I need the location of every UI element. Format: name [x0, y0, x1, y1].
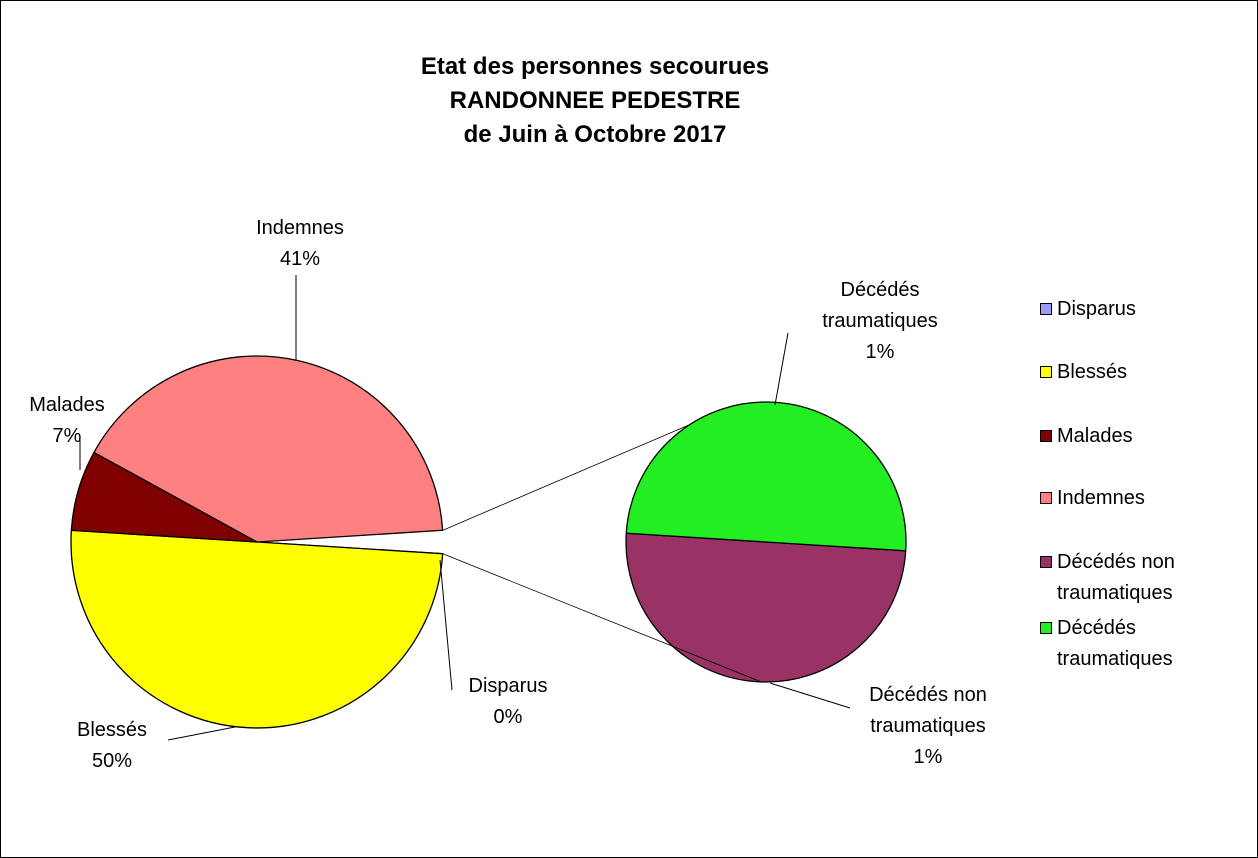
- label-value: 1%: [865, 341, 895, 363]
- label-name: Blessés: [76, 719, 148, 741]
- legend-swatch: [1040, 430, 1052, 442]
- label-name: Décédés traumatiques: [822, 279, 938, 332]
- data-label: Indemnes 41%: [230, 213, 370, 275]
- legend-label: Malades: [1057, 425, 1133, 447]
- label-value: 50%: [91, 750, 133, 772]
- pie-slice: [625, 532, 907, 683]
- label-name: Indemnes: [256, 217, 344, 239]
- pie-slice: [93, 355, 444, 543]
- data-label: Malades 7%: [0, 390, 137, 452]
- data-label: Disparus 0%: [438, 671, 578, 733]
- legend-label: Décédés traumatiques: [1057, 617, 1173, 670]
- legend-label: Disparus: [1057, 298, 1136, 320]
- leader-line: [769, 682, 851, 709]
- label-value: 41%: [279, 248, 321, 270]
- label-name: Disparus: [468, 675, 548, 697]
- connector-line: [442, 424, 690, 531]
- leader-line: [439, 559, 453, 691]
- connector-line: [442, 553, 762, 683]
- chart-title: Etat des personnes secourues RANDONNEE P…: [0, 50, 1190, 152]
- legend-label: Blessés: [1057, 361, 1128, 383]
- legend-swatch: [1040, 492, 1052, 504]
- data-label: Blessés 50%: [42, 715, 182, 777]
- label-name: Malades: [29, 394, 105, 416]
- label-name: Décédés non traumatiques: [869, 684, 987, 737]
- label-value: 1%: [913, 746, 943, 768]
- data-label: Décédés traumatiques 1%: [795, 275, 965, 368]
- legend-swatch: [1040, 622, 1052, 634]
- label-value: 7%: [52, 425, 82, 447]
- legend-swatch: [1040, 366, 1052, 378]
- title-line: RANDONNEE PEDESTRE: [449, 87, 741, 114]
- legend-swatch: [1040, 303, 1052, 315]
- data-label: Décédés non traumatiques 1%: [843, 680, 1013, 773]
- title-line: Etat des personnes secourues: [420, 53, 770, 80]
- pie-slice: [70, 529, 444, 729]
- pie-slice: [625, 401, 907, 552]
- legend-label: Décédés non traumatiques: [1057, 551, 1175, 604]
- legend-swatch: [1040, 556, 1052, 568]
- leader-line: [774, 332, 789, 406]
- legend-label: Indemnes: [1057, 487, 1145, 509]
- title-line: de Juin à Octobre 2017: [463, 121, 727, 148]
- leader-line: [167, 726, 236, 741]
- label-value: 0%: [493, 706, 523, 728]
